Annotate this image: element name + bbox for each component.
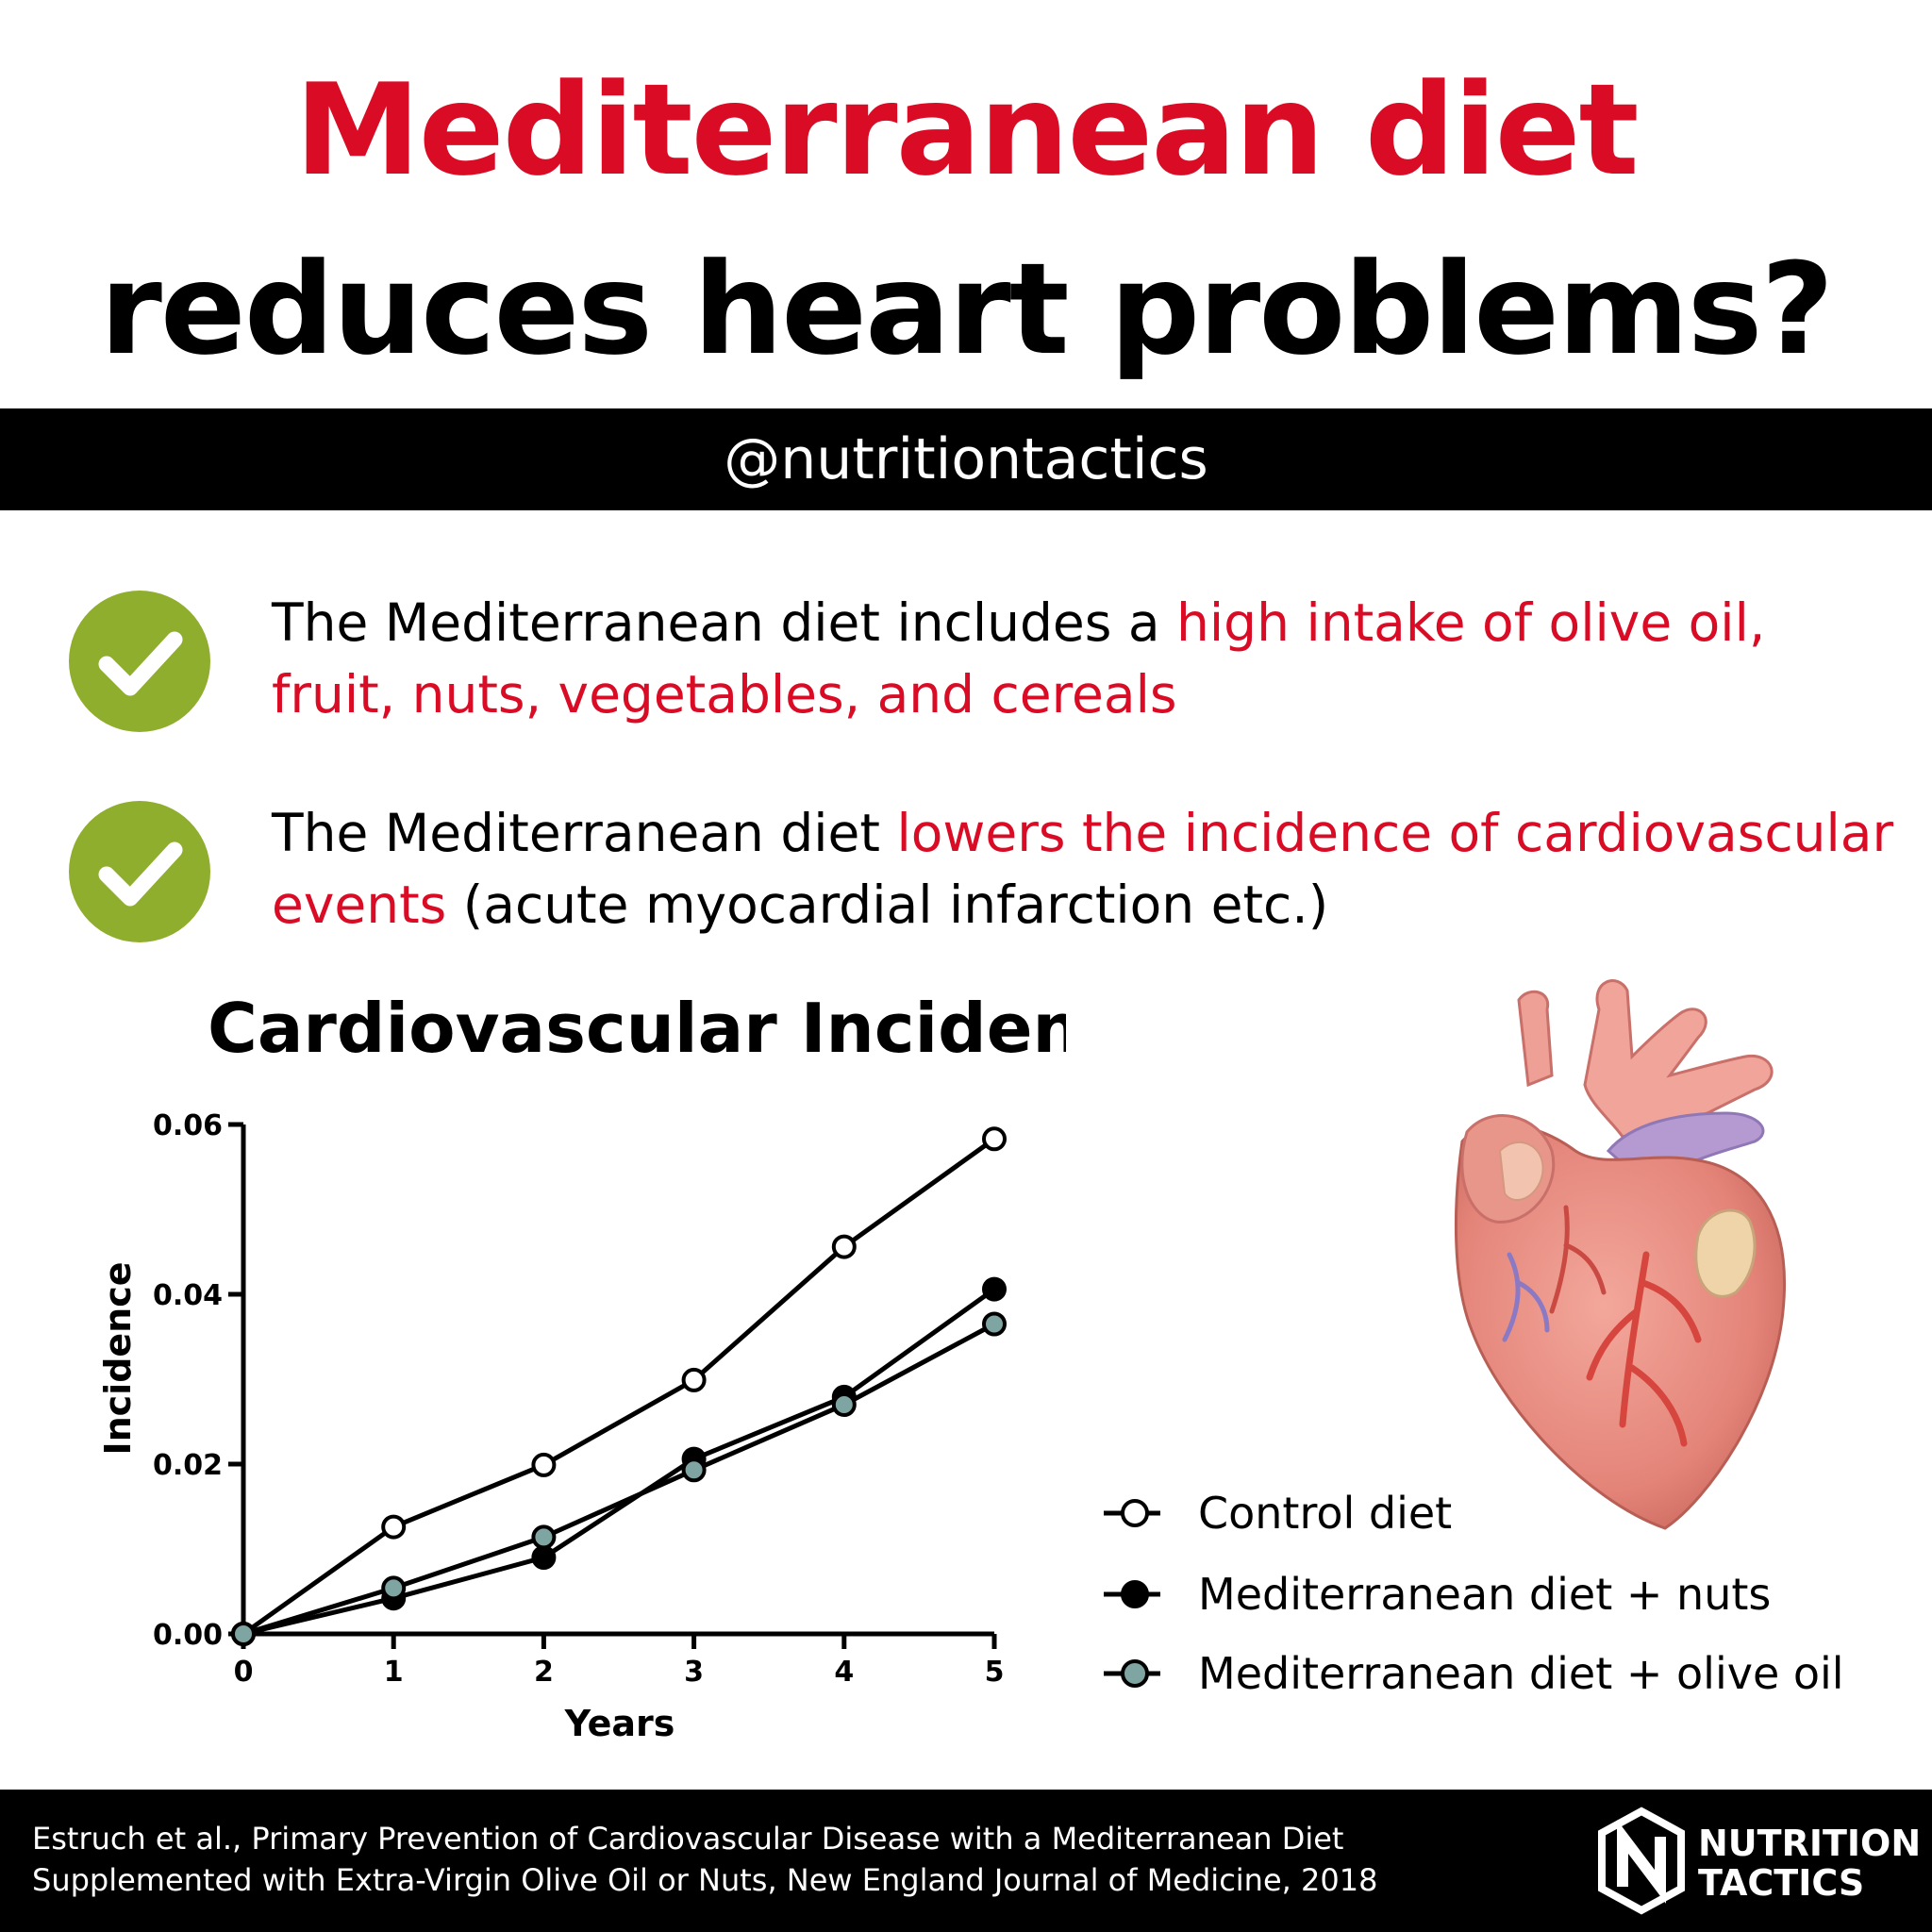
headline-line-2: reduces heart problems? — [99, 236, 1834, 383]
key-point-2-text: The Mediterranean diet — [272, 803, 897, 863]
legend-marker-icon — [1104, 1499, 1160, 1527]
series-line-2 — [242, 1322, 996, 1637]
x-tick-label: 2 — [534, 1656, 554, 1689]
handle-bar: @nutritiontactics — [0, 408, 1932, 510]
nt-logo-icon — [1598, 1807, 1685, 1915]
logo-line-2: TACTICS — [1698, 1862, 1865, 1904]
data-point-2-5 — [982, 1311, 1007, 1337]
key-point-1: The Mediterranean diet includes a high i… — [272, 587, 1894, 730]
chart-title: Cardiovascular Incidents — [208, 989, 1066, 1068]
data-point-1-5 — [982, 1276, 1007, 1302]
chart-axes: 0.00 0.02 0.04 0.06 0 1 2 3 4 5 — [153, 1109, 1004, 1689]
citation-line-1: Estruch et al., Primary Prevention of Ca… — [32, 1821, 1344, 1857]
citation: Estruch et al., Primary Prevention of Ca… — [32, 1818, 1377, 1901]
key-point-2-highlight: lowers the incidence of cardiovascular e… — [272, 803, 1894, 935]
logo-line-1: NUTRITION — [1698, 1823, 1922, 1864]
data-point-2-2 — [531, 1524, 557, 1550]
legend-label: Control diet — [1198, 1488, 1453, 1539]
legend-label: Mediterranean diet + olive oil — [1198, 1648, 1844, 1699]
x-tick-label: 5 — [985, 1656, 1005, 1689]
x-axis-label: Years — [564, 1703, 675, 1744]
check-circle-icon — [69, 801, 210, 942]
data-point-2-1 — [381, 1575, 407, 1601]
data-point-0-2 — [531, 1452, 557, 1477]
y-tick-label: 0.02 — [153, 1449, 223, 1482]
x-tick-label: 4 — [834, 1656, 854, 1689]
y-tick-label: 0.04 — [153, 1279, 223, 1312]
legend-marker-icon — [1104, 1580, 1160, 1608]
chart-series — [231, 1126, 1007, 1646]
citation-line-2: Supplemented with Extra-Virgin Olive Oil… — [32, 1862, 1378, 1898]
data-point-1-2 — [531, 1545, 557, 1570]
series-line-0 — [242, 1137, 996, 1637]
data-point-0-5 — [982, 1126, 1007, 1152]
data-point-2-3 — [681, 1457, 707, 1483]
legend-marker-icon — [1104, 1659, 1160, 1688]
footer: Estruch et al., Primary Prevention of Ca… — [0, 1790, 1932, 1932]
data-point-0-4 — [831, 1234, 857, 1259]
data-point-2-0 — [231, 1622, 256, 1646]
legend-label: Mediterranean diet + nuts — [1198, 1569, 1772, 1620]
key-point-2-suffix: (acute myocardial infarction etc.) — [446, 874, 1329, 935]
nutrition-tactics-logo: NUTRITION TACTICS — [1594, 1807, 1921, 1915]
logo-text: NUTRITION TACTICS — [1698, 1824, 1921, 1903]
y-tick-label: 0.06 — [153, 1109, 223, 1142]
y-axis-label: Incidence — [97, 1261, 139, 1455]
series-line-1 — [242, 1287, 996, 1637]
heart-illustration — [1454, 979, 1786, 1530]
x-tick-label: 3 — [684, 1656, 704, 1689]
data-point-0-3 — [681, 1367, 707, 1392]
x-tick-label: 0 — [234, 1656, 254, 1689]
x-tick-label: 1 — [384, 1656, 404, 1689]
key-point-1-text: The Mediterranean diet includes a — [272, 592, 1177, 653]
cardiovascular-incidents-chart: Cardiovascular Incidents 0.000.020.040.0… — [97, 989, 1066, 1744]
key-point-2: The Mediterranean diet lowers the incide… — [272, 797, 1894, 941]
y-tick-label: 0.00 — [153, 1619, 223, 1652]
social-handle: @nutritiontactics — [724, 426, 1208, 492]
data-point-2-4 — [831, 1392, 857, 1417]
headline-line-1: Mediterranean diet — [294, 57, 1639, 204]
key-point-1-highlight: high intake of olive oil, fruit, nuts, v… — [272, 592, 1766, 724]
data-point-0-1 — [381, 1514, 407, 1540]
check-circle-icon — [69, 591, 210, 732]
